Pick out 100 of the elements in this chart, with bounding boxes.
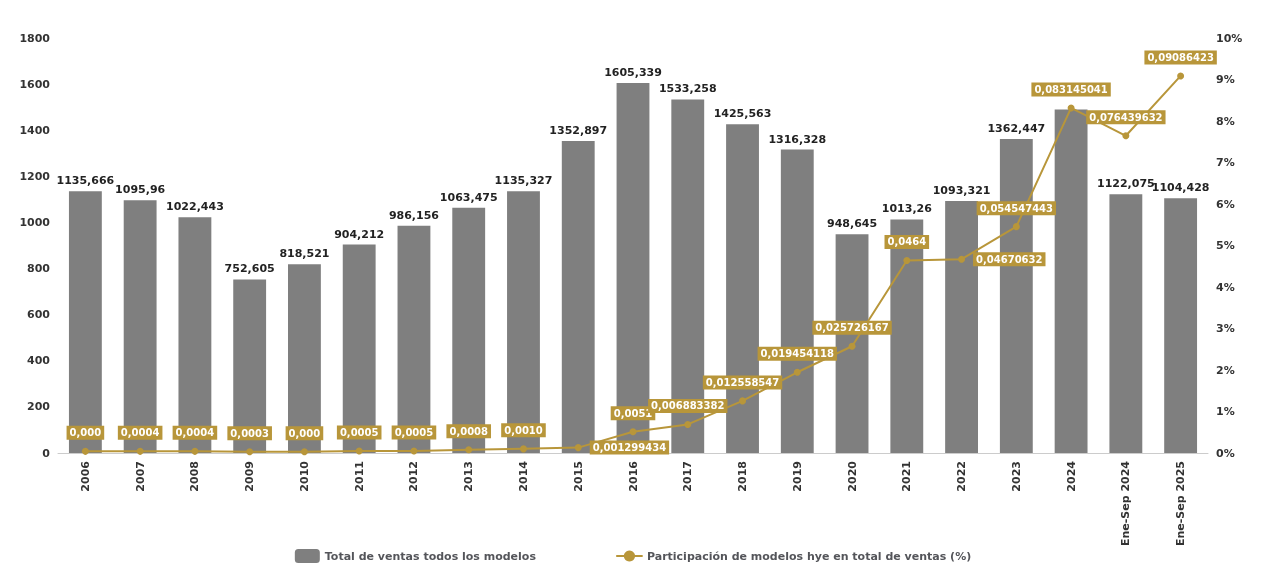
y-tick-label: 1800 [19,31,51,45]
point [191,447,199,455]
point [903,256,911,264]
x-tick-label: 2017 [681,461,695,492]
data-label: 1533,258 [658,82,717,96]
bar [68,191,102,453]
data-label: 0,000 [69,427,102,439]
data-label: 1135,327 [494,174,553,188]
data-label: 904,212 [334,227,385,241]
bar [178,217,212,453]
y-tick-label: 800 [27,262,51,276]
point [136,447,144,455]
point [684,420,692,428]
y-tick-label: 1400 [19,123,51,137]
y2-tick-label: 7% [1216,156,1235,169]
y-tick-label: 1000 [19,215,51,229]
data-label: 1022,443 [166,200,224,214]
x-tick-label: 2008 [188,461,202,492]
data-label: 0,0008 [449,425,489,437]
data-label: 1362,447 [987,121,1046,135]
data-label: 1605,339 [604,65,662,79]
y2-tick-label: 9% [1216,73,1235,86]
y-tick-label: 0 [42,446,51,460]
data-label: 1013,26 [881,202,933,216]
x-tick-label: 2010 [297,460,311,492]
x-tick-label: 2015 [571,461,585,492]
data-label: 0,0051 [613,407,653,419]
point [519,445,527,453]
y-tick-label: 200 [27,400,51,414]
bar [1164,198,1198,453]
bar [397,225,431,453]
point [465,446,473,454]
y2-tick-label: 1% [1216,405,1235,418]
x-tick-label: 2021 [900,461,914,492]
data-label: 0,019454118 [760,348,835,360]
point [246,448,254,456]
point [848,342,856,350]
data-label: 0,025726167 [815,322,889,334]
bar [342,244,376,453]
data-label: 0,0464 [887,236,927,248]
point [81,447,89,455]
x-tick-label: 2019 [790,461,804,492]
data-label: 948,645 [826,217,878,231]
x-tick-label: 2023 [1009,461,1023,492]
data-label: 1352,897 [549,124,608,138]
point [793,368,801,376]
x-tick-label: 2016 [626,460,640,492]
data-label: 752,605 [224,262,275,276]
point [1122,132,1130,140]
data-label: 0,04670632 [976,253,1043,265]
bar [561,141,595,453]
data-label: 0,0003 [230,427,269,439]
data-label: 0,0005 [339,426,379,438]
data-label: 1063,475 [439,190,498,204]
point [1012,223,1020,231]
x-tick-label: 2013 [462,461,476,492]
y2-tick-label: 0% [1216,446,1235,460]
y2-tick-label: 2% [1216,363,1235,377]
data-label: 0,0010 [504,424,543,436]
data-label: 0,0005 [394,426,434,438]
y2-tick-label: 4% [1216,280,1235,294]
x-tick-label: 2012 [407,461,421,492]
data-label: 818,521 [279,247,330,261]
data-label: 0,001299434 [592,442,667,454]
data-label: 0,09086423 [1147,51,1214,63]
y-tick-label: 1200 [19,169,51,183]
bar [890,219,924,453]
data-label: 1095,96 [115,183,166,197]
data-label: 0,006883382 [651,400,725,412]
point [1177,72,1185,80]
data-label: 1316,328 [768,132,827,146]
x-tick-label: 2011 [352,461,366,492]
bar [1054,109,1088,453]
data-label: 0,012558547 [705,376,780,388]
y2-tick-label: 10% [1216,31,1243,45]
data-label: 0,083145041 [1034,83,1108,95]
bar [945,200,978,453]
point [355,447,363,455]
bar [1109,194,1143,453]
legend-label: Participación de modelos hye en total de ventas (%) [646,549,972,563]
x-tick-label: 2022 [955,461,969,492]
y2-tick-label: 3% [1216,322,1235,335]
x-tick-label: Ene-Sep 2025 [1174,461,1188,547]
point [958,255,966,263]
data-label: 0,0004 [175,427,215,439]
y-tick-label: 1600 [19,77,51,91]
point [739,397,747,405]
bar [452,207,486,453]
x-tick-label: 2006 [78,460,92,492]
y2-tick-label: 5% [1216,239,1235,252]
x-tick-label: 2020 [845,460,859,492]
y-tick-label: 600 [27,308,51,322]
x-tick-label: 2014 [516,460,530,492]
data-label: 0,076439632 [1089,111,1163,123]
data-label: 1425,563 [713,107,772,121]
data-label: 0,054547443 [979,202,1054,214]
data-label: 1093,321 [932,183,991,197]
data-label: 0,000 [288,427,321,439]
x-tick-label: Ene-Sep 2024 [1119,460,1133,547]
data-label: 0,0004 [120,427,160,439]
